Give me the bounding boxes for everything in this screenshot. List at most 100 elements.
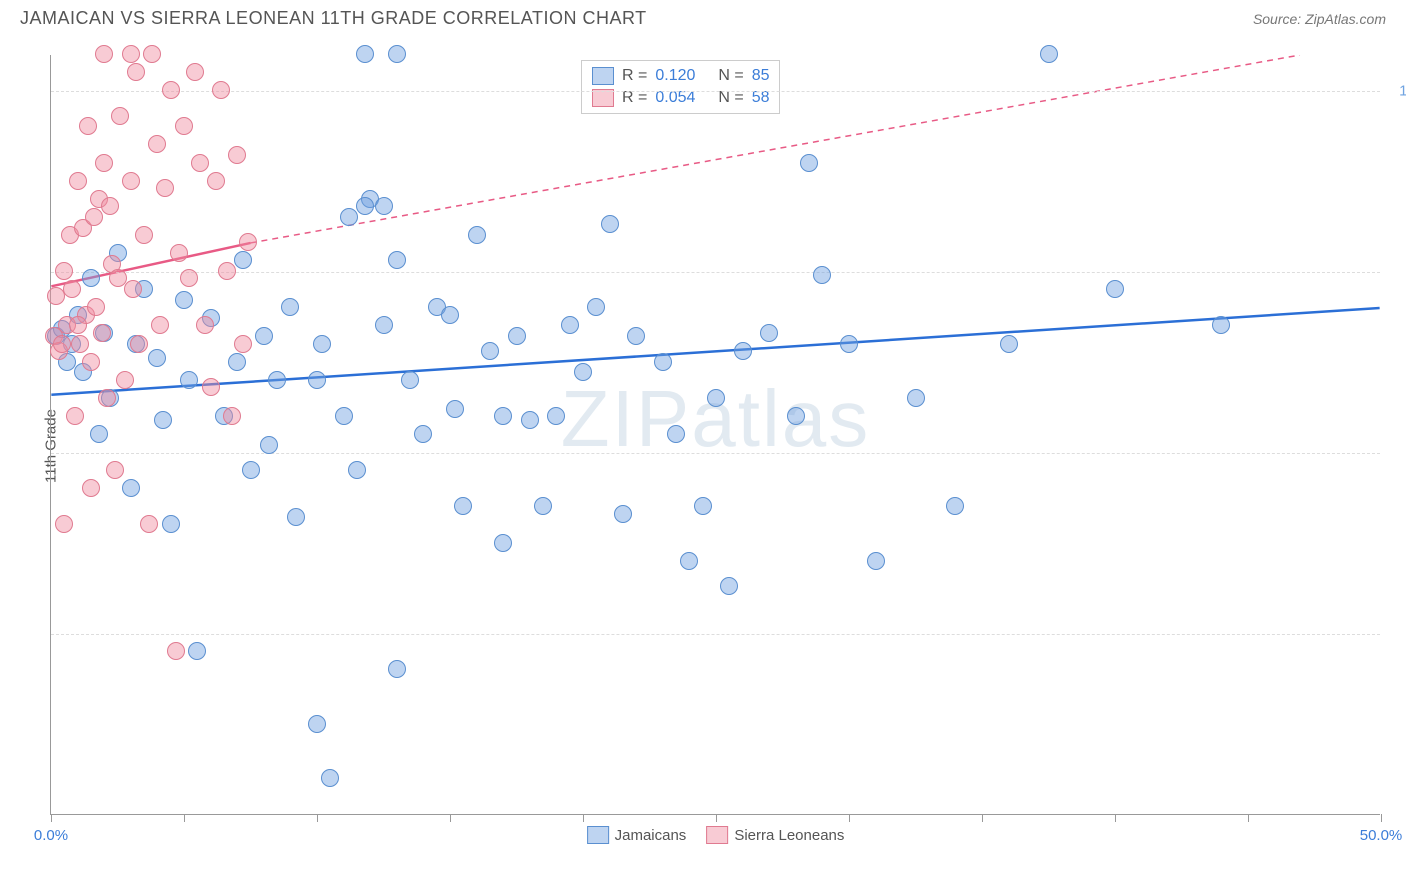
data-point [454,497,472,515]
data-point [1040,45,1058,63]
gridline [51,453,1380,454]
data-point [494,407,512,425]
data-point [148,349,166,367]
data-point [109,269,127,287]
x-tick [583,814,584,822]
scatter-chart: ZIPatlas R =0.120N =85R =0.054N =58 Jama… [50,55,1380,815]
r-value: 0.120 [655,67,710,85]
data-point [93,324,111,342]
x-tick [982,814,983,822]
data-point [85,208,103,226]
data-point [481,342,499,360]
data-point [143,45,161,63]
data-point [207,172,225,190]
data-point [66,407,84,425]
x-tick [51,814,52,822]
data-point [191,154,209,172]
data-point [202,378,220,396]
x-tick [184,814,185,822]
data-point [547,407,565,425]
data-point [167,642,185,660]
correlation-legend: R =0.120N =85R =0.054N =58 [581,60,780,114]
legend-swatch [706,826,728,844]
x-tick [1248,814,1249,822]
data-point [813,266,831,284]
data-point [101,197,119,215]
data-point [694,497,712,515]
data-point [388,45,406,63]
data-point [468,226,486,244]
data-point [111,107,129,125]
data-point [1106,280,1124,298]
data-point [196,316,214,334]
data-point [122,479,140,497]
x-tick-label: 0.0% [34,827,68,844]
data-point [116,371,134,389]
x-tick [1115,814,1116,822]
data-point [53,335,71,353]
x-tick [716,814,717,822]
data-point [680,552,698,570]
y-tick-label: 100.0% [1399,83,1406,100]
data-point [186,63,204,81]
legend-item: Sierra Leoneans [706,826,844,844]
data-point [130,335,148,353]
data-point [122,45,140,63]
data-point [340,208,358,226]
data-point [188,642,206,660]
legend-swatch [592,67,614,85]
data-point [401,371,419,389]
data-point [707,389,725,407]
x-tick [1381,814,1382,822]
data-point [760,324,778,342]
data-point [356,197,374,215]
data-point [734,342,752,360]
data-point [574,363,592,381]
data-point [151,316,169,334]
data-point [627,327,645,345]
data-point [321,769,339,787]
data-point [239,233,257,251]
data-point [521,411,539,429]
data-point [356,45,374,63]
x-tick [849,814,850,822]
data-point [587,298,605,316]
data-point [212,81,230,99]
gridline [51,91,1380,92]
data-point [170,244,188,262]
data-point [79,117,97,135]
data-point [268,371,286,389]
chart-header: JAMAICAN VS SIERRA LEONEAN 11TH GRADE CO… [0,0,1406,33]
data-point [348,461,366,479]
data-point [840,335,858,353]
series-legend: Jamaicans Sierra Leoneans [587,826,845,844]
data-point [124,280,142,298]
data-point [156,179,174,197]
data-point [1000,335,1018,353]
data-point [162,515,180,533]
data-point [135,226,153,244]
legend-row: R =0.120N =85 [592,65,769,87]
data-point [260,436,278,454]
source-label: Source: ZipAtlas.com [1253,11,1386,27]
data-point [234,335,252,353]
data-point [82,479,100,497]
n-value: 85 [752,67,770,85]
data-point [255,327,273,345]
data-point [69,172,87,190]
data-point [98,389,116,407]
data-point [87,298,105,316]
data-point [162,81,180,99]
data-point [55,262,73,280]
gridline [51,272,1380,273]
data-point [508,327,526,345]
data-point [287,508,305,526]
data-point [614,505,632,523]
data-point [388,251,406,269]
data-point [180,269,198,287]
data-point [228,353,246,371]
data-point [534,497,552,515]
r-label: R = [622,67,647,85]
legend-item: Jamaicans [587,826,687,844]
data-point [441,306,459,324]
